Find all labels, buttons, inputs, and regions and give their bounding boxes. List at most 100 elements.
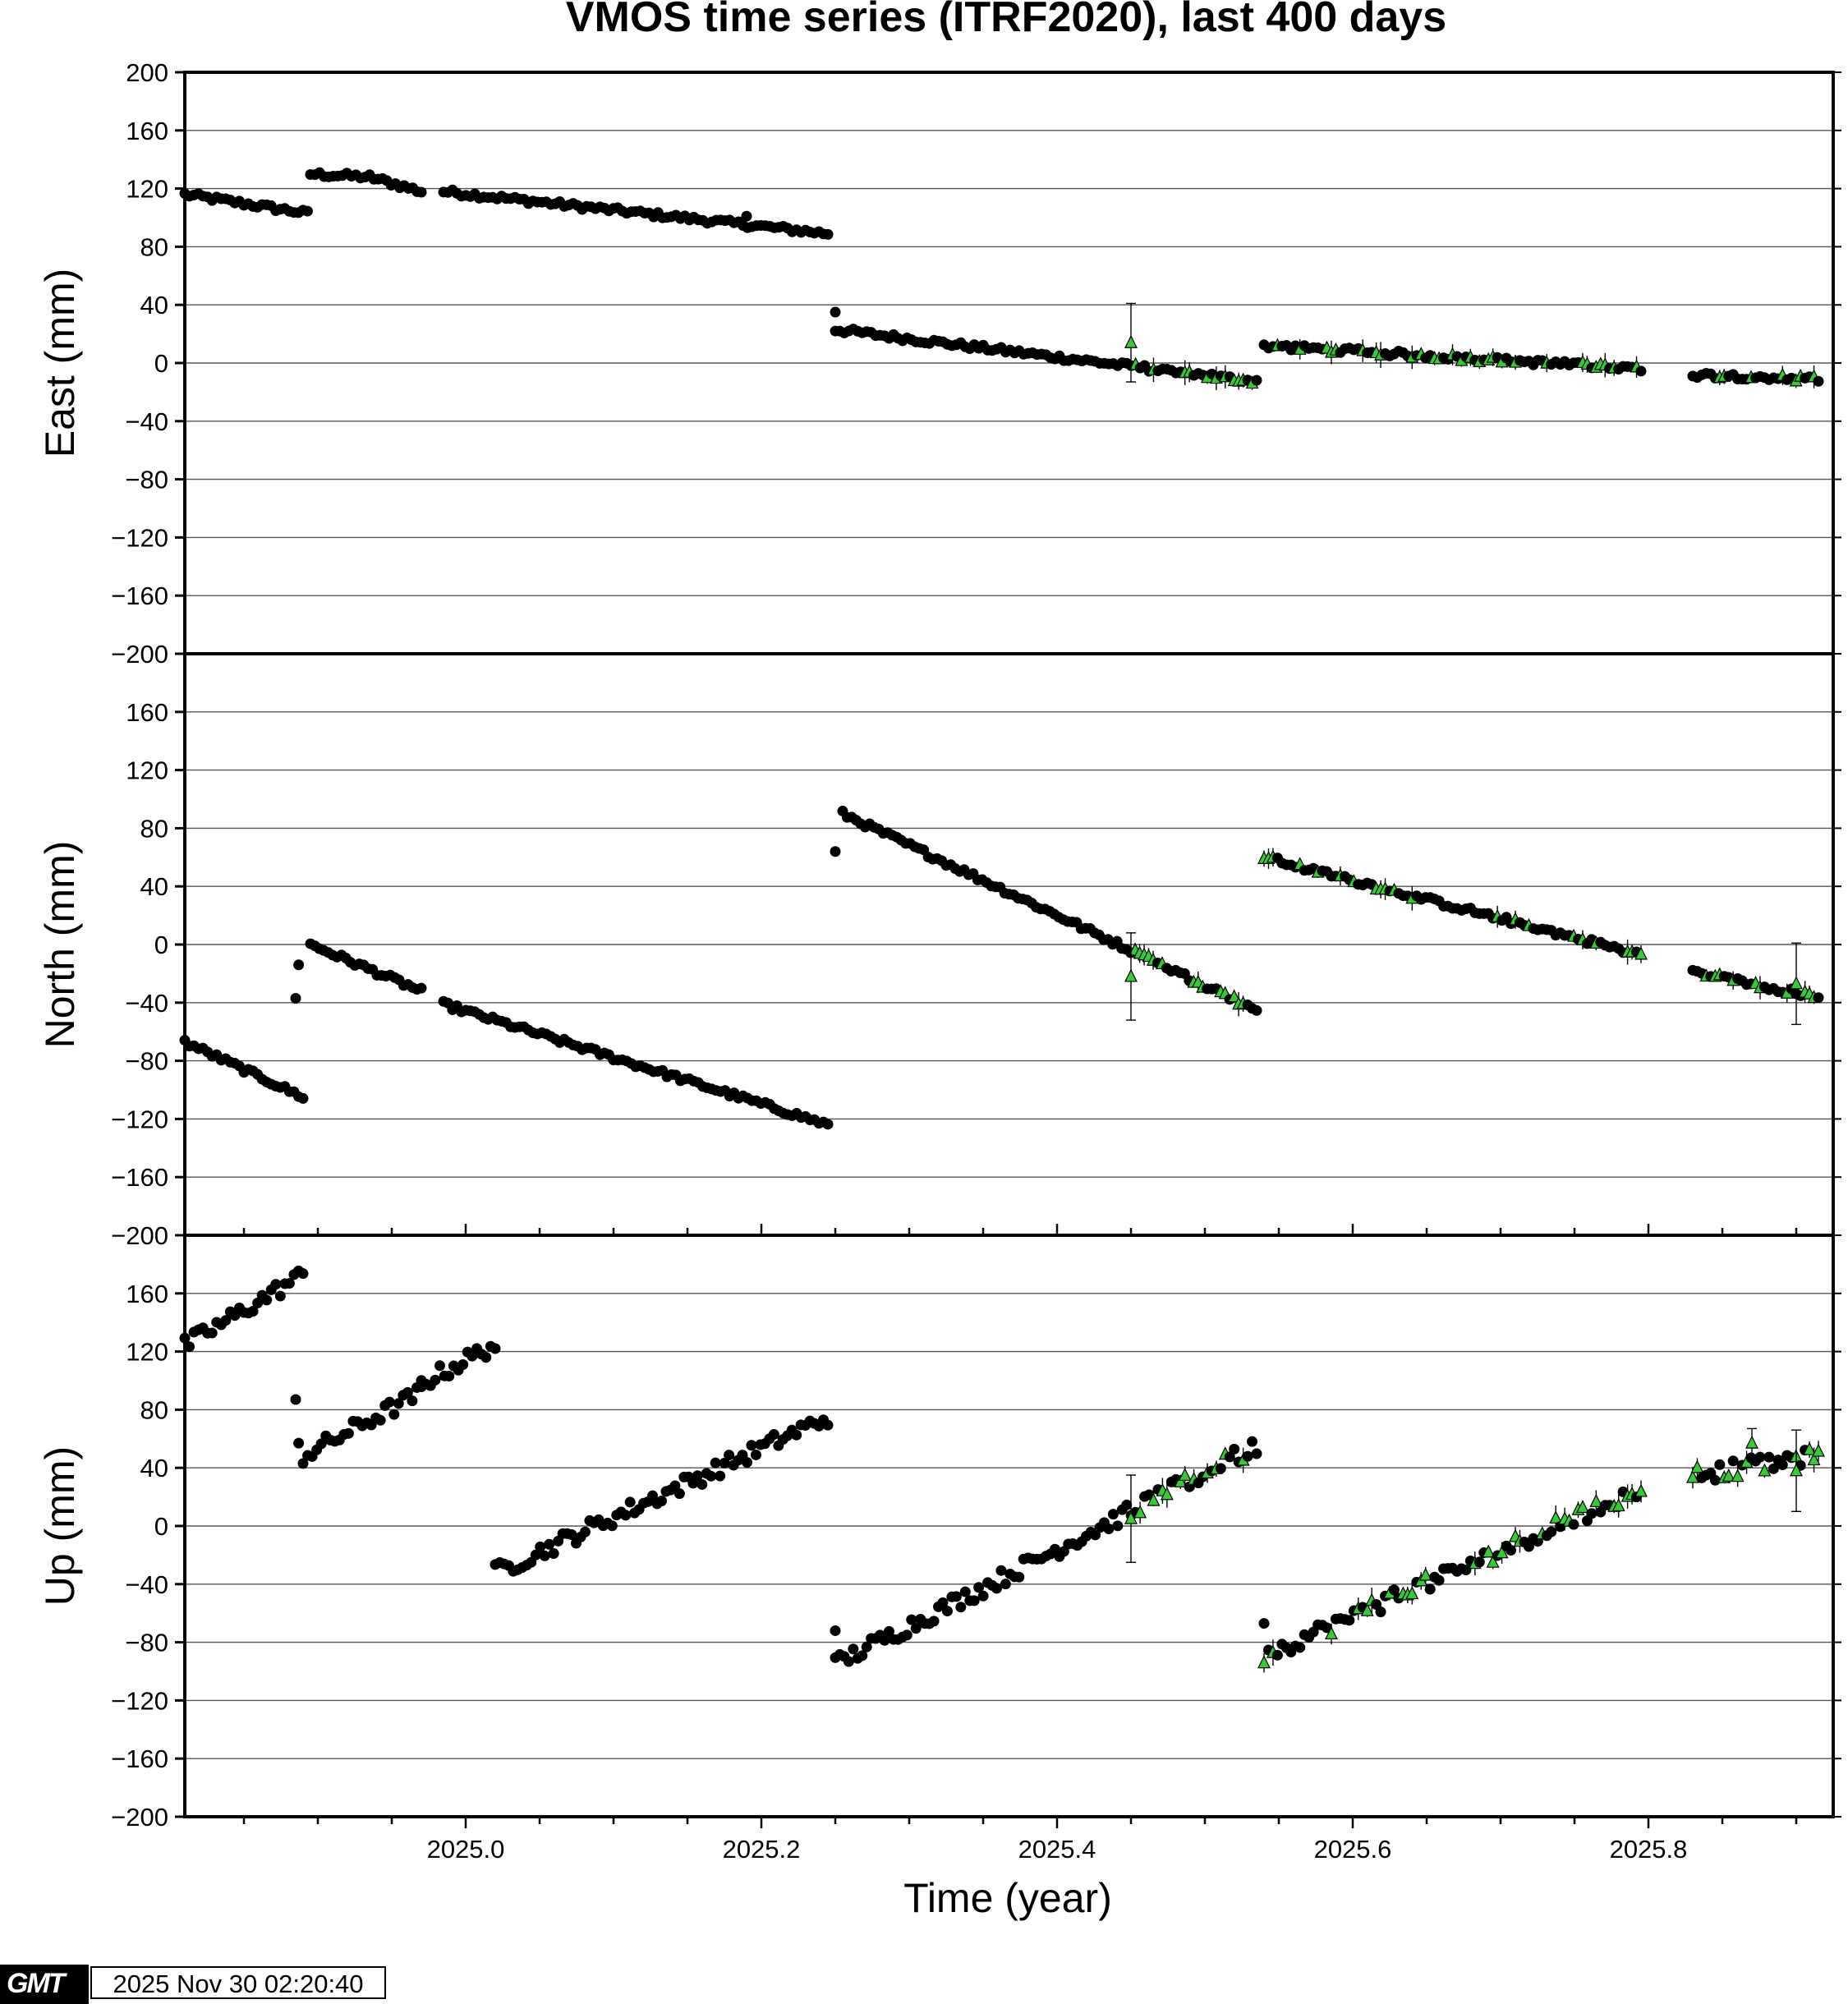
data-point	[1473, 1556, 1485, 1568]
data-point	[247, 1306, 259, 1317]
data-point	[1424, 1583, 1436, 1595]
data-point	[1107, 1509, 1119, 1520]
data-point	[1714, 1459, 1726, 1470]
data-point-triangle	[1133, 1505, 1147, 1519]
data-point	[830, 306, 841, 318]
data-point	[206, 1327, 218, 1339]
data-point	[1000, 1579, 1011, 1590]
data-point	[1121, 1499, 1133, 1510]
data-point	[1586, 1508, 1597, 1519]
data-point	[624, 1496, 636, 1508]
y-axis-label-east: East (mm)	[37, 269, 83, 458]
data-point-triangle	[1124, 968, 1138, 982]
data-point	[1247, 1436, 1258, 1447]
data-point	[539, 1550, 550, 1561]
data-point	[977, 1590, 989, 1602]
data-point	[928, 1616, 940, 1627]
data-point	[955, 1602, 967, 1613]
data-point	[1294, 1642, 1306, 1653]
y-tick-label: −160	[111, 1744, 168, 1773]
x-tick-label: 2025.2	[723, 1835, 801, 1864]
data-point	[950, 1591, 962, 1602]
data-point	[402, 1386, 413, 1398]
x-tick-label: 2025.8	[1610, 1835, 1688, 1864]
data-point	[297, 1268, 309, 1280]
y-tick-label: 0	[154, 1512, 168, 1541]
data-point	[430, 1374, 441, 1386]
y-tick-label: 160	[126, 698, 168, 727]
y-tick-label: 120	[126, 175, 168, 204]
data-point-triangle	[1360, 1602, 1374, 1616]
data-point-triangle	[1147, 1492, 1161, 1506]
data-point	[1709, 1474, 1721, 1486]
data-point	[741, 210, 752, 222]
panel-north: 160 120 80 40 0 −40 −80 −120 −160 −200 North (mm)	[37, 652, 1841, 1250]
data-point-triangle	[1324, 1626, 1338, 1640]
data-point	[1727, 1455, 1739, 1467]
data-point	[843, 1656, 854, 1667]
data-point	[1251, 375, 1262, 386]
timestamp-stamp: 2025 Nov 30 02:20:40	[90, 1966, 386, 1999]
data-point	[973, 1582, 985, 1593]
data-point	[857, 1650, 868, 1662]
data-point-triangle	[1124, 1510, 1138, 1524]
data-point	[1258, 1618, 1270, 1629]
data-point	[746, 1440, 757, 1451]
y-axis-label-up: Up (mm)	[37, 1446, 83, 1606]
data-point	[457, 1359, 469, 1371]
data-point	[1242, 1450, 1253, 1462]
data-point	[991, 1583, 1002, 1594]
series-east	[179, 167, 1824, 390]
data-point	[315, 1438, 327, 1450]
data-point	[692, 1470, 703, 1482]
data-point	[696, 1478, 708, 1490]
data-point	[566, 1528, 577, 1540]
x-tick-label: 2025.0	[427, 1835, 505, 1864]
y-tick-label: −200	[111, 1221, 168, 1250]
data-point	[1229, 1443, 1240, 1455]
y-tick-label: 80	[140, 814, 168, 843]
data-point-triangle	[1124, 334, 1138, 348]
panel-up: 160 120 80 40 0 −40 −80 −120 −160 −200 Up (mm)	[37, 1234, 1841, 1832]
data-point	[388, 1409, 400, 1420]
data-point	[393, 1398, 404, 1409]
data-point	[342, 1427, 354, 1439]
data-point-triangle	[1686, 1469, 1699, 1483]
data-point-triangle	[1495, 1545, 1509, 1559]
data-point	[290, 1394, 301, 1405]
data-point	[1375, 1606, 1386, 1618]
data-point	[959, 1586, 971, 1597]
data-point	[375, 1414, 386, 1426]
data-point	[1251, 1448, 1262, 1459]
data-point	[270, 1279, 282, 1290]
data-point-triangle	[1160, 1487, 1174, 1501]
data-point	[1523, 1541, 1534, 1552]
data-point	[1215, 1463, 1226, 1474]
data-point	[220, 1315, 232, 1326]
data-point	[416, 982, 427, 994]
data-point-triangle	[1803, 1441, 1817, 1455]
series-up	[179, 1265, 1825, 1673]
data-point	[416, 186, 427, 198]
data-point	[1763, 1451, 1775, 1463]
x-axis: 2025.0 2025.2 2025.4 2025.6 2025.8	[242, 1224, 1798, 1864]
x-axis-label: Time (year)	[903, 1875, 1112, 1921]
data-point	[544, 1538, 555, 1550]
data-point	[1344, 1615, 1355, 1626]
data-point-triangle	[1807, 1452, 1821, 1466]
data-point	[434, 1360, 445, 1372]
y-tick-label: −120	[111, 523, 168, 552]
data-point	[1251, 1004, 1262, 1016]
data-point-triangle	[1690, 1459, 1704, 1473]
data-point	[647, 1490, 659, 1501]
y-tick-label: 120	[126, 1338, 168, 1367]
data-point	[1103, 1524, 1115, 1535]
y-tick-label: 40	[140, 1454, 168, 1482]
y-tick-label: −40	[125, 1570, 168, 1599]
data-point	[1224, 1451, 1235, 1463]
y-tick-label: 0	[154, 349, 168, 378]
data-point-triangle	[1178, 1467, 1192, 1481]
data-point	[715, 1470, 726, 1482]
data-point	[861, 1641, 872, 1652]
data-point	[606, 1520, 618, 1532]
